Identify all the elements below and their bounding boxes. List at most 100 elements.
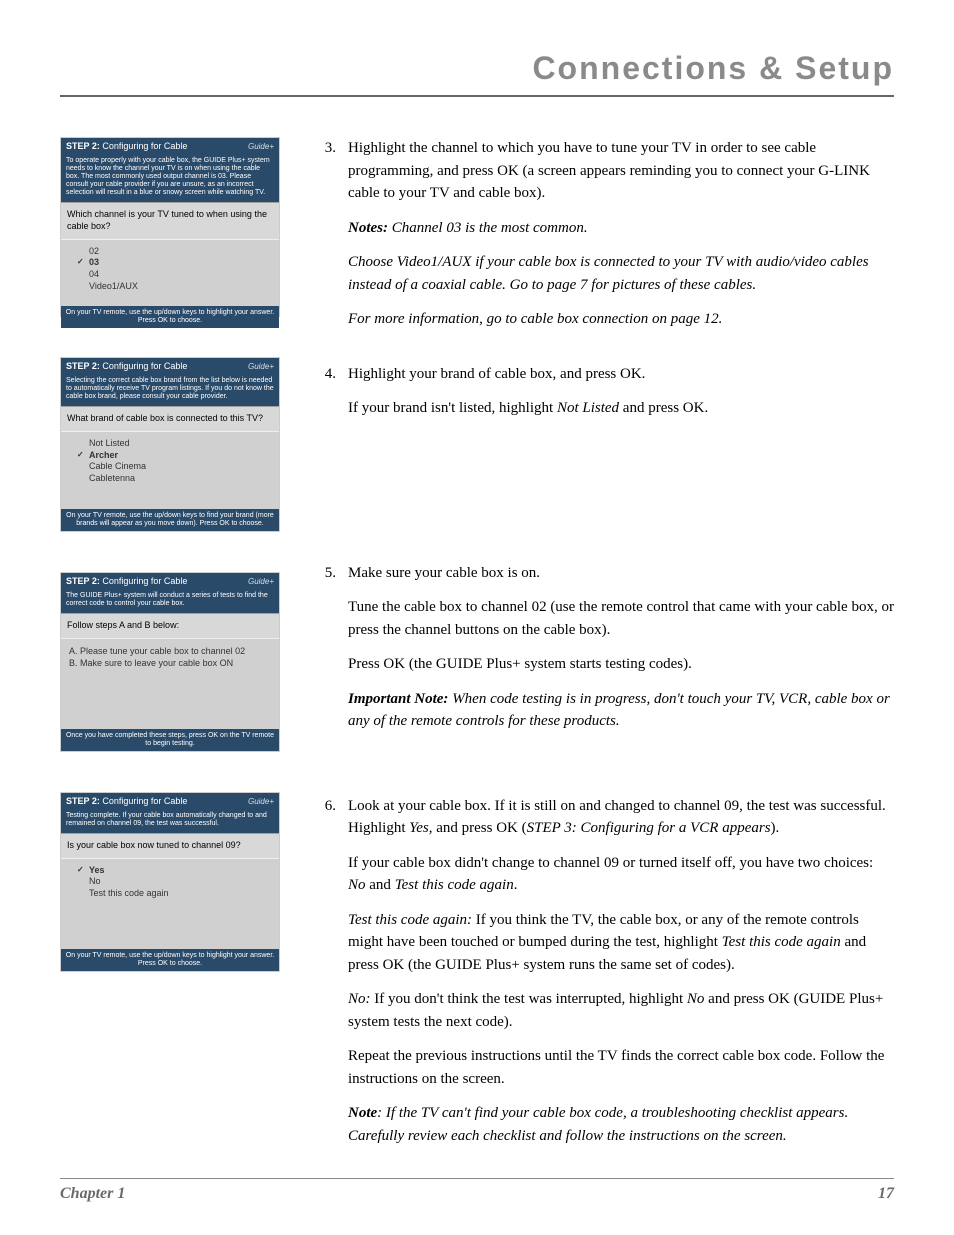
ss-step-label: STEP 2: bbox=[66, 141, 100, 151]
ss-step-title: Configuring for Cable bbox=[102, 141, 187, 151]
txt: If your brand isn't listed, highlight bbox=[348, 400, 557, 416]
test-again-italic: Test this code again bbox=[722, 934, 841, 950]
ss-footer: On your TV remote, use the up/down keys … bbox=[61, 306, 279, 328]
ss-step-title: Configuring for Cable bbox=[102, 361, 187, 371]
no-italic: No bbox=[348, 877, 366, 893]
step-body: Highlight your brand of cable box, and p… bbox=[348, 363, 708, 432]
opt-03: 03 bbox=[79, 257, 271, 269]
no-label: No: bbox=[348, 991, 371, 1007]
ss-description: The GUIDE Plus+ system will conduct a se… bbox=[61, 589, 279, 613]
ss-step: STEP 2: Configuring for Cable bbox=[66, 576, 187, 586]
opt-04: 04 bbox=[79, 269, 271, 281]
header-rule bbox=[60, 95, 894, 97]
step3-italic: STEP 3: Configuring for a VCR appears bbox=[527, 820, 771, 836]
step-3-note3: For more information, go to cable box co… bbox=[348, 308, 894, 331]
test-again-italic: Test this code again bbox=[395, 877, 514, 893]
txt: and bbox=[366, 877, 395, 893]
note-text: : If the TV can't find your cable box co… bbox=[348, 1105, 848, 1144]
step-number: 4. bbox=[318, 363, 336, 432]
opt-video1: Video1/AUX bbox=[79, 281, 271, 293]
ss-footer: Once you have completed these steps, pre… bbox=[61, 729, 279, 751]
step-6-note: Note: If the TV can't find your cable bo… bbox=[348, 1102, 894, 1147]
not-listed-italic: Not Listed bbox=[557, 400, 619, 416]
step-5-p1: Make sure your cable box is on. bbox=[348, 562, 894, 585]
step-6-p4: No: If you don't think the test was inte… bbox=[348, 988, 894, 1033]
ss-step-title: Configuring for Cable bbox=[102, 796, 187, 806]
txt: ). bbox=[771, 820, 780, 836]
chapter-label: Chapter 1 bbox=[60, 1185, 125, 1203]
step-5-important: Important Note: When code testing is in … bbox=[348, 688, 894, 733]
note-label: Note bbox=[348, 1105, 377, 1121]
ss-header: STEP 2: Configuring for Cable Guide+ bbox=[61, 138, 279, 154]
ss-footer: On your TV remote, use the up/down keys … bbox=[61, 509, 279, 531]
ss-question: What brand of cable box is connected to … bbox=[61, 406, 279, 432]
txt: and press OK. bbox=[619, 400, 708, 416]
ss-description: To operate properly with your cable box,… bbox=[61, 154, 279, 202]
opt-yes: Yes bbox=[79, 865, 271, 877]
page-header-title: Connections & Setup bbox=[60, 50, 894, 87]
guide-logo: Guide+ bbox=[248, 797, 274, 806]
step-body: Highlight the channel to which you have … bbox=[348, 137, 894, 343]
screenshot-channel-select: STEP 2: Configuring for Cable Guide+ To … bbox=[60, 137, 280, 317]
txt: If you don't think the test was interrup… bbox=[371, 991, 687, 1007]
ss-options: Not Listed Archer Cable Cinema Cabletenn… bbox=[61, 432, 279, 509]
step-4: 4. Highlight your brand of cable box, an… bbox=[318, 363, 894, 432]
step-3-note2: Choose Video1/AUX if your cable box is c… bbox=[348, 251, 894, 296]
opt-notlisted: Not Listed bbox=[79, 438, 271, 450]
ss-header: STEP 2: Configuring for Cable Guide+ bbox=[61, 573, 279, 589]
guide-logo: Guide+ bbox=[248, 142, 274, 151]
step-6-p5: Repeat the previous instructions until t… bbox=[348, 1045, 894, 1090]
ss-description: Testing complete. If your cable box auto… bbox=[61, 809, 279, 833]
step-4-p2: If your brand isn't listed, highlight No… bbox=[348, 397, 708, 420]
note-text: Channel 03 is the most common. bbox=[388, 220, 588, 236]
important-label: Important Note: bbox=[348, 691, 448, 707]
ss-step-label: STEP 2: bbox=[66, 576, 100, 586]
opt-02: 02 bbox=[79, 246, 271, 258]
ss-step: STEP 2: Configuring for Cable bbox=[66, 141, 187, 151]
step-b: B. Make sure to leave your cable box ON bbox=[69, 657, 271, 669]
screenshot-test-instructions: STEP 2: Configuring for Cable Guide+ The… bbox=[60, 572, 280, 752]
ss-options: 02 03 04 Video1/AUX bbox=[61, 240, 279, 307]
step-4-p1: Highlight your brand of cable box, and p… bbox=[348, 363, 708, 386]
step-6: 6. Look at your cable box. If it is stil… bbox=[318, 795, 894, 1160]
test-again-label: Test this code again: bbox=[348, 912, 472, 928]
ss-step-title: Configuring for Cable bbox=[102, 576, 187, 586]
step-body: Make sure your cable box is on. Tune the… bbox=[348, 562, 894, 745]
ss-instructions: A. Please tune your cable box to channel… bbox=[61, 639, 279, 729]
opt-cablecinema: Cable Cinema bbox=[79, 461, 271, 473]
screenshot-brand-select: STEP 2: Configuring for Cable Guide+ Sel… bbox=[60, 357, 280, 532]
step-3: 3. Highlight the channel to which you ha… bbox=[318, 137, 894, 343]
ss-step-label: STEP 2: bbox=[66, 361, 100, 371]
step-6-p1: Look at your cable box. If it is still o… bbox=[348, 795, 894, 840]
instructions-column: 3. Highlight the channel to which you ha… bbox=[318, 137, 894, 1177]
step-5: 5. Make sure your cable box is on. Tune … bbox=[318, 562, 894, 745]
page-number: 17 bbox=[878, 1185, 894, 1203]
notes-label: Notes: bbox=[348, 220, 388, 236]
guide-logo: Guide+ bbox=[248, 362, 274, 371]
page-footer: Chapter 1 17 bbox=[60, 1178, 894, 1203]
step-body: Look at your cable box. If it is still o… bbox=[348, 795, 894, 1160]
ss-options: Yes No Test this code again bbox=[61, 859, 279, 949]
ss-step: STEP 2: Configuring for Cable bbox=[66, 796, 187, 806]
step-6-p3: Test this code again: If you think the T… bbox=[348, 909, 894, 977]
step-6-p2: If your cable box didn't change to chann… bbox=[348, 852, 894, 897]
txt: . bbox=[514, 877, 518, 893]
step-3-note1: Notes: Channel 03 is the most common. bbox=[348, 217, 894, 240]
ss-question: Is your cable box now tuned to channel 0… bbox=[61, 833, 279, 859]
yes-italic: Yes, bbox=[409, 820, 432, 836]
ss-footer: On your TV remote, use the up/down keys … bbox=[61, 949, 279, 971]
opt-test-again: Test this code again bbox=[79, 888, 271, 900]
content-area: STEP 2: Configuring for Cable Guide+ To … bbox=[60, 137, 894, 1177]
opt-archer: Archer bbox=[79, 450, 271, 462]
guide-logo: Guide+ bbox=[248, 577, 274, 586]
step-5-p3: Press OK (the GUIDE Plus+ system starts … bbox=[348, 653, 894, 676]
opt-no: No bbox=[79, 876, 271, 888]
opt-cabletenna: Cabletenna bbox=[79, 473, 271, 485]
ss-question: Follow steps A and B below: bbox=[61, 613, 279, 639]
ss-question: Which channel is your TV tuned to when u… bbox=[61, 202, 279, 239]
txt: and press OK ( bbox=[432, 820, 526, 836]
step-5-p2: Tune the cable box to channel 02 (use th… bbox=[348, 596, 894, 641]
step-number: 5. bbox=[318, 562, 336, 745]
txt: If your cable box didn't change to chann… bbox=[348, 855, 873, 871]
screenshot-test-result: STEP 2: Configuring for Cable Guide+ Tes… bbox=[60, 792, 280, 972]
